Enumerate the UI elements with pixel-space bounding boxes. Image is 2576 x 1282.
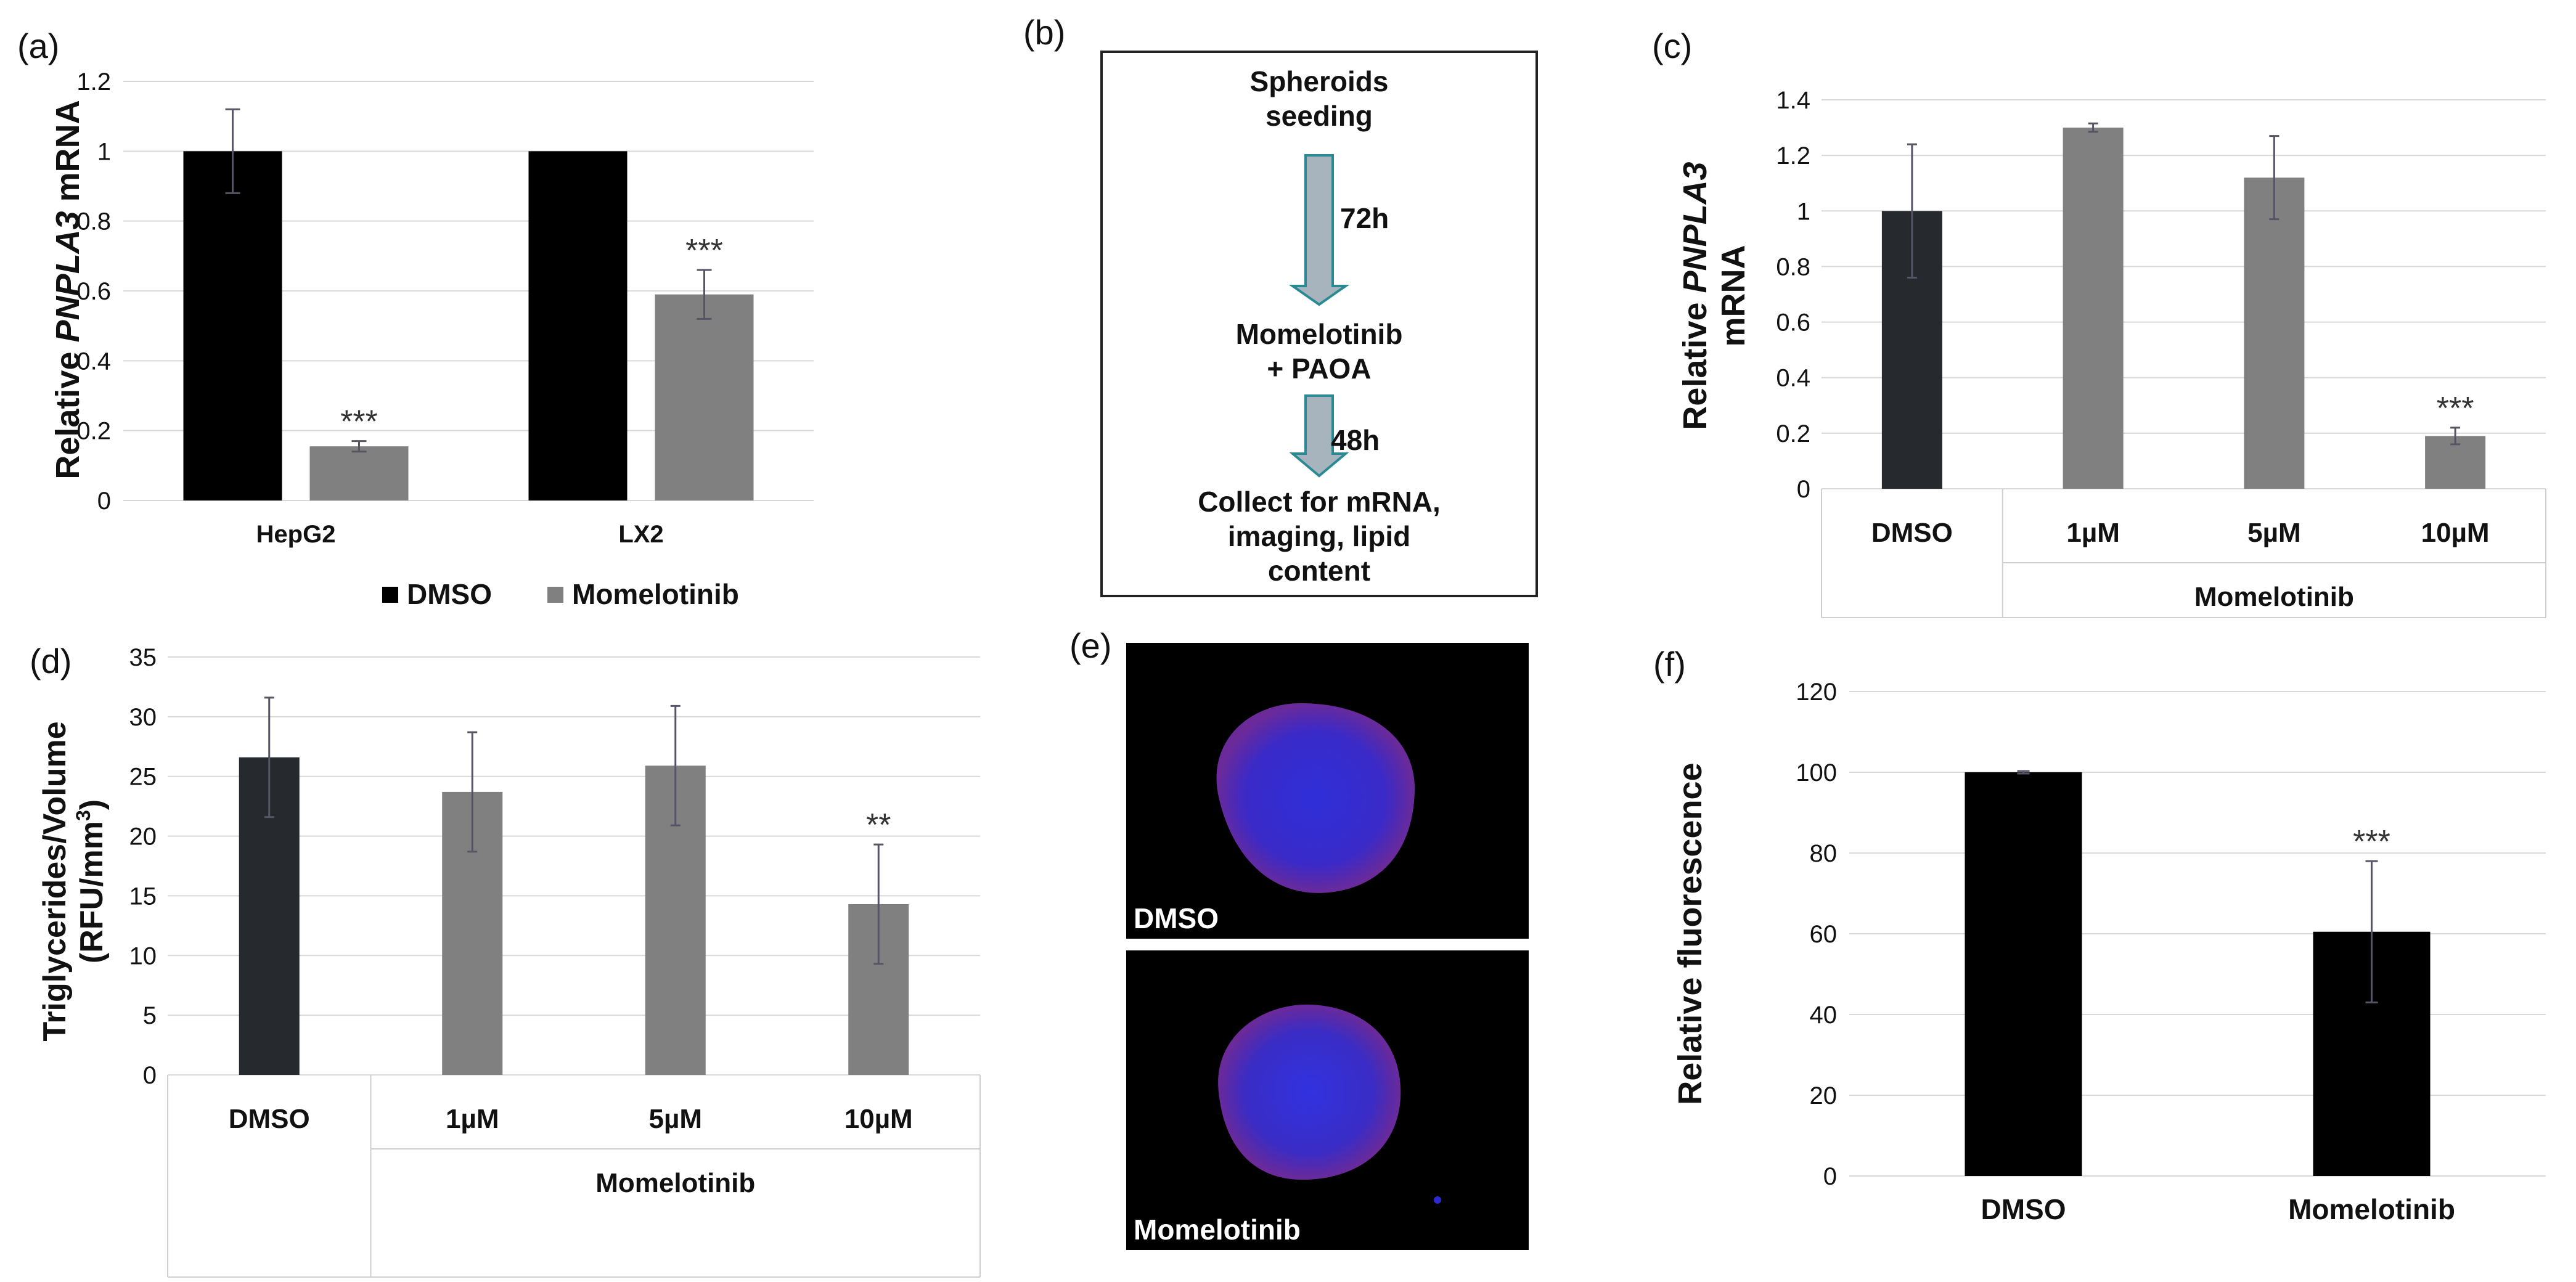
- y-tick-label: 25: [129, 764, 157, 791]
- y-tick-label: 0.4: [76, 348, 111, 375]
- spheroid-image-momelotinib: [1218, 1004, 1441, 1204]
- chart-panel-d: 0 5 10 15 20 25 30 35 DMSO 1µM 5µM ** 10µM Momelotini…: [37, 644, 981, 1278]
- microscopy-label-momelotinib: Momelotinib: [1134, 1214, 1301, 1246]
- x-tick-label: 5µM: [2247, 518, 2300, 548]
- y-tick-label: 0.2: [1776, 420, 1810, 447]
- y-tick-label: 100: [1796, 759, 1837, 786]
- y-tick-label: 0.8: [1776, 253, 1810, 280]
- step-imaging: imaging, lipid: [1227, 520, 1411, 552]
- panel-label-d: (d): [30, 642, 72, 680]
- y-tick-label: 120: [1796, 679, 1837, 706]
- x-tick-label: 10µM: [844, 1104, 913, 1134]
- y-axis-label: Relative PNPLA3 mRNA: [49, 100, 86, 479]
- y-axis-label: Relative PNPLA3: [1677, 161, 1714, 430]
- y-tick-label: 0: [1823, 1163, 1837, 1190]
- step-momelotinib: Momelotinib: [1235, 318, 1403, 350]
- time-48h: 48h: [1331, 424, 1380, 456]
- group-label: Momelotinib: [595, 1168, 755, 1198]
- y-axis-label: Relative fluorescence: [1672, 762, 1709, 1104]
- spheroid-image-dmso: [1216, 703, 1415, 893]
- y-tick-label: 0: [1797, 476, 1810, 503]
- chart-panel-f: 0 20 40 60 80 100 120 DMSO *** Momelotinib Relativ…: [1672, 679, 2546, 1225]
- chart-panel-a: 0 0.2 0.4 0.6 0.8 1 1.2 *** HepG2 *** LX2 Relative …: [49, 68, 814, 610]
- workflow-box: Spheroids seeding 72h Momelotinib + PAOA…: [1100, 51, 1538, 597]
- bar: [2244, 178, 2305, 489]
- legend-label: DMSO: [407, 578, 492, 610]
- y-tick-label: 15: [129, 883, 157, 910]
- y-tick-label: 0.2: [76, 418, 111, 445]
- x-tick-label: DMSO: [229, 1104, 310, 1134]
- y-tick-label: 1.2: [1776, 142, 1810, 169]
- legend-swatch: [547, 587, 563, 603]
- significance-marker: ***: [2437, 391, 2474, 427]
- y-axis-label-line2: mRNA: [1715, 245, 1752, 346]
- step-paoa: + PAOA: [1267, 353, 1372, 385]
- y-tick-label: 0: [143, 1062, 157, 1089]
- y-tick-label: 0.6: [76, 278, 111, 305]
- panel-label-b: (b): [1023, 13, 1066, 52]
- y-tick-label: 35: [129, 644, 157, 671]
- x-tick-label: 1µM: [446, 1104, 499, 1134]
- x-tick-label: DMSO: [1871, 518, 1953, 548]
- workflow-arrows: [1288, 154, 1350, 478]
- y-axis-label: Triglycerides/Volume: [37, 721, 73, 1041]
- y-axis-label-line2: (RFU/mm3): [72, 799, 110, 963]
- y-tick-label: 20: [1810, 1082, 1838, 1109]
- bar: [309, 446, 409, 500]
- x-tick-label: 1µM: [2066, 518, 2119, 548]
- group-label: Momelotinib: [2194, 582, 2354, 612]
- y-tick-label: 20: [129, 823, 157, 851]
- step-collect: Collect for mRNA,: [1198, 486, 1441, 518]
- significance-marker: ***: [340, 404, 378, 440]
- y-tick-label: 60: [1810, 921, 1838, 948]
- y-tick-label: 0.8: [76, 208, 111, 235]
- y-tick-label: 80: [1810, 840, 1838, 867]
- panel-label-f: (f): [1653, 645, 1686, 684]
- panel-label-c: (c): [1652, 27, 1693, 65]
- bar: [1965, 772, 2082, 1176]
- x-tick-label: DMSO: [1981, 1193, 2066, 1225]
- bar: [183, 151, 282, 501]
- significance-marker: **: [866, 807, 891, 843]
- y-tick-label: 0.4: [1776, 365, 1810, 392]
- step-seeding: seeding: [1266, 100, 1373, 132]
- bar: [2063, 128, 2124, 489]
- significance-marker: ***: [2353, 824, 2390, 860]
- x-tick-label: 5µM: [649, 1104, 702, 1134]
- microscopy-dmso: DMSO: [1126, 643, 1529, 939]
- y-tick-label: 30: [129, 704, 157, 731]
- significance-marker: ***: [685, 233, 723, 269]
- chart-panel-c: 0 0.2 0.4 0.6 0.8 1 1.2 1.4 DMSO 1µM 5µM *** 10µM Mom…: [1677, 87, 2546, 618]
- legend-label: Momelotinib: [572, 578, 739, 610]
- y-tick-label: 1.2: [76, 68, 111, 96]
- y-tick-label: 5: [143, 1002, 157, 1029]
- y-tick-label: 10: [129, 942, 157, 970]
- panel-label-a: (a): [17, 27, 60, 65]
- x-tick-label: HepG2: [256, 521, 336, 548]
- step-spheroids: Spheroids: [1249, 65, 1389, 97]
- bar: [655, 294, 754, 500]
- x-tick-label: Momelotinib: [2288, 1193, 2455, 1225]
- step-content: content: [1267, 555, 1371, 587]
- panel-label-e: (e): [1069, 626, 1112, 665]
- legend-swatch: [382, 587, 398, 603]
- y-tick-label: 0.6: [1776, 309, 1810, 337]
- y-tick-label: 1: [97, 138, 111, 165]
- time-72h: 72h: [1340, 202, 1389, 234]
- x-tick-label: LX2: [618, 521, 663, 548]
- y-tick-label: 1.4: [1776, 87, 1810, 114]
- arrow-down-icon: [1288, 154, 1350, 306]
- bar: [528, 151, 628, 501]
- y-tick-label: 40: [1810, 1002, 1838, 1029]
- microscopy-label-dmso: DMSO: [1134, 902, 1219, 934]
- y-tick-label: 1: [1797, 198, 1810, 225]
- y-tick-label: 0: [97, 488, 111, 515]
- microscopy-momelotinib: Momelotinib: [1126, 950, 1529, 1250]
- arrow-down-icon: [1289, 394, 1349, 478]
- x-tick-label: 10µM: [2421, 518, 2490, 548]
